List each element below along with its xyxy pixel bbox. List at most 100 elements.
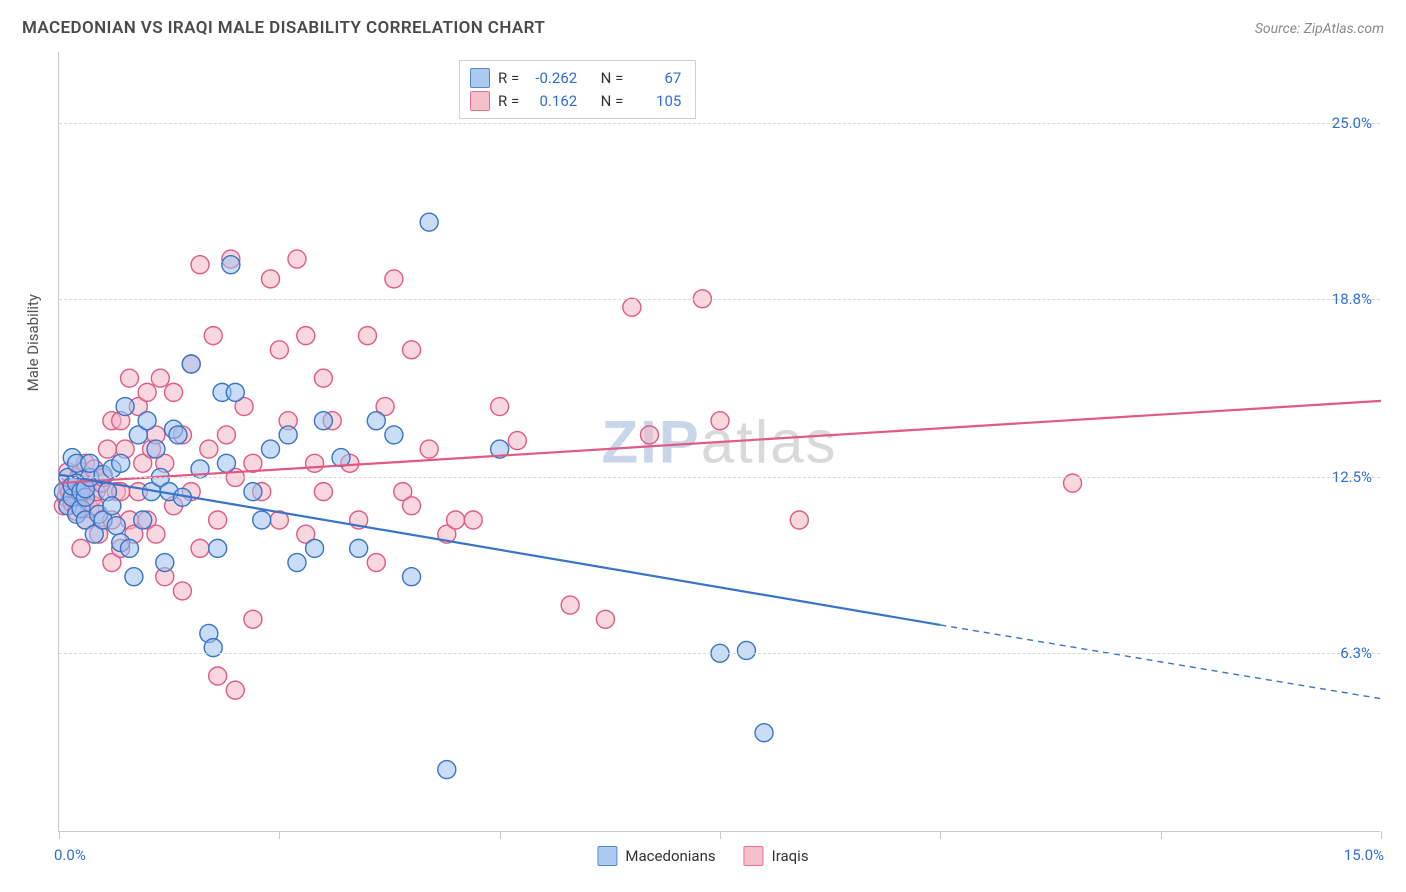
scatter-point [314,483,332,501]
scatter-point [244,483,262,501]
scatter-point [279,426,297,444]
legend-item-macedonians: Macedonians [597,846,715,866]
legend-label-macedonians: Macedonians [625,847,715,865]
chart-container: MACEDONIAN VS IRAQI MALE DISABILITY CORR… [0,0,1406,892]
scatter-point [561,596,579,614]
scatter-point [217,426,235,444]
xtick [500,831,501,839]
scatter-point [737,641,755,659]
scatter-point [403,341,421,359]
swatch-macedonians [597,846,617,866]
xtick [1161,831,1162,839]
scatter-point [306,539,324,557]
scatter-point [420,213,438,231]
gridline [59,299,1380,300]
scatter-point [438,761,456,779]
scatter-point [367,554,385,572]
xtick [720,831,721,839]
scatter-point [711,412,729,430]
scatter-point [640,426,658,444]
scatter-point [314,369,332,387]
scatter-point [288,554,306,572]
scatter-point [173,582,191,600]
scatter-point [385,270,403,288]
scatter-point [253,511,271,529]
scatter-point [191,539,209,557]
scatter-point [147,440,165,458]
scatter-point [464,511,482,529]
scatter-point [98,440,116,458]
scatter-point [244,610,262,628]
scatter-point [138,383,156,401]
legend-item-iraqis: Iraqis [744,846,809,866]
scatter-point [151,369,169,387]
scatter-point [222,256,240,274]
scatter-point [262,270,280,288]
scatter-point [755,724,773,742]
scatter-point [314,412,332,430]
scatter-point [200,440,218,458]
scatter-point [226,681,244,699]
scatter-svg [59,52,1380,831]
x-min-label: 0.0% [54,846,86,864]
ytick-label: 25.0% [1332,114,1372,132]
scatter-point [209,511,227,529]
scatter-point [403,497,421,515]
source-label: Source: ZipAtlas.com [1255,21,1384,37]
scatter-point [403,568,421,586]
scatter-point [169,426,187,444]
xtick [1381,831,1382,839]
scatter-point [134,511,152,529]
scatter-point [262,440,280,458]
scatter-point [350,539,368,557]
ytick-label: 12.5% [1332,468,1372,486]
swatch-iraqis [744,846,764,866]
scatter-point [226,383,244,401]
x-max-label: 15.0% [1344,846,1384,864]
scatter-point [217,454,235,472]
gridline [59,653,1380,654]
scatter-point [367,412,385,430]
scatter-point [447,511,465,529]
scatter-point [385,426,403,444]
scatter-point [112,454,130,472]
scatter-point [288,250,306,268]
scatter-point [191,256,209,274]
scatter-point [491,398,509,416]
plot-area: ZIPatlas R = -0.262 N = 67 R = 0.162 N =… [58,52,1380,832]
scatter-point [508,432,526,450]
scatter-point [332,449,350,467]
scatter-point [596,610,614,628]
scatter-point [103,497,121,515]
scatter-point [209,667,227,685]
chart-header: MACEDONIAN VS IRAQI MALE DISABILITY CORR… [22,18,1384,38]
scatter-point [72,539,90,557]
scatter-point [270,341,288,359]
scatter-point [420,440,438,458]
scatter-point [165,383,183,401]
xtick [940,831,941,839]
chart-title: MACEDONIAN VS IRAQI MALE DISABILITY CORR… [22,18,545,38]
scatter-point [121,539,139,557]
legend-label-iraqis: Iraqis [772,847,809,865]
y-axis-label: Male Disability [24,294,42,391]
scatter-point [306,454,324,472]
regression-line-macedonians-ext [940,625,1381,699]
scatter-point [121,369,139,387]
scatter-point [156,554,174,572]
xtick [279,831,280,839]
scatter-point [790,511,808,529]
scatter-point [204,327,222,345]
ytick-label: 18.8% [1332,290,1372,308]
scatter-point [297,327,315,345]
scatter-point [116,398,134,416]
scatter-point [623,298,641,316]
xtick [59,831,60,839]
gridline [59,477,1380,478]
bottom-legend: Macedonians Iraqis [597,846,808,866]
scatter-point [125,568,143,586]
scatter-point [209,539,227,557]
scatter-point [147,525,165,543]
scatter-point [358,327,376,345]
scatter-point [107,517,125,535]
